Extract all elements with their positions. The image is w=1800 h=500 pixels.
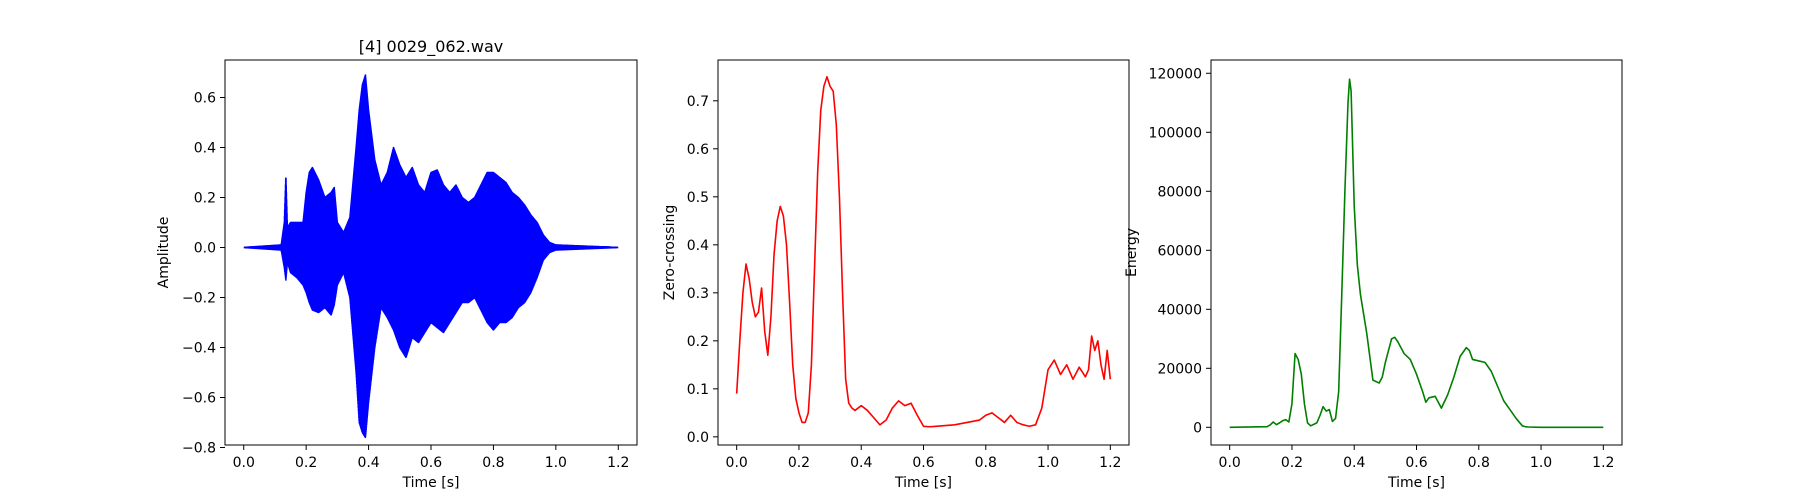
y-axis-label: Zero-crossing [662,205,678,300]
panel-zero-crossing: Time [s] Zero-crossing 0.0 0.2 0.4 0.6 0.8 1.… [662,59,1130,491]
x-tick-label: 0.4 [357,455,379,471]
y-tick-label: 0.4 [687,238,709,254]
y-tick-label: −0.8 [182,441,216,457]
x-tick-label: 0.6 [420,455,442,471]
y-tick-label: 0.1 [687,382,709,398]
x-tick-label: 1.0 [545,455,567,471]
x-tick-label: 0.8 [975,455,997,471]
y-tick-label: 60000 [1157,243,1202,259]
y-tick-label: 0.3 [687,286,709,302]
x-tick-label: 0.8 [482,455,504,471]
panel-energy: Time [s] Energy 0.0 0.2 0.4 0.6 0.8 1.0 1.2 0 20… [1124,59,1623,491]
x-tick-label: 1.2 [1592,455,1614,471]
x-axis-label: Time [s] [1387,475,1445,491]
series-line-0 [1229,78,1604,429]
y-tick-label: 0.0 [194,241,216,257]
y-tick-label: 120000 [1149,66,1202,82]
y-tick-label: 0.2 [687,334,709,350]
x-tick-label: 1.2 [607,455,629,471]
x-tick-label: 1.0 [1037,455,1059,471]
x-axis-label: Time [s] [894,475,952,491]
y-tick-label: −0.4 [182,341,216,357]
x-tick-label: 0.4 [850,455,872,471]
y-tick-label: 0.5 [687,190,709,206]
y-tick-label: 20000 [1157,361,1202,377]
x-tick-label: 0.2 [295,455,317,471]
x-tick-label: 1.2 [1099,455,1121,471]
y-tick-label: 100000 [1149,125,1202,141]
chart-title: [4] 0029_062.wav [359,37,503,57]
series-line-0 [735,76,1112,428]
x-tick-label: 0.2 [1281,455,1303,471]
y-tick-label: −0.6 [182,391,216,407]
y-tick-label: 80000 [1157,184,1202,200]
y-tick-label: 0.7 [687,94,709,110]
series-waveform [243,74,619,439]
x-axis-label: Time [s] [402,475,460,491]
x-tick-label: 0.8 [1468,455,1490,471]
y-tick-label: 0 [1193,420,1202,436]
x-tick-label: 0.2 [788,455,810,471]
x-tick-label: 0.0 [1219,455,1241,471]
y-axis-label: Energy [1124,228,1140,277]
panel-amplitude: [4] 0029_062.wav Time [s] Amplitude 0.0 0… [156,37,638,491]
y-tick-label: −0.2 [182,291,216,307]
y-tick-label: 0.6 [194,91,216,107]
x-tick-label: 0.0 [233,455,255,471]
y-tick-label: 40000 [1157,302,1202,318]
x-tick-label: 1.0 [1530,455,1552,471]
y-axis-label: Amplitude [156,217,172,289]
y-tick-label: 0.6 [687,142,709,158]
x-tick-label: 0.6 [1405,455,1427,471]
y-tick-label: 0.2 [194,191,216,207]
x-tick-label: 0.6 [912,455,934,471]
x-tick-label: 0.0 [726,455,748,471]
x-tick-label: 0.4 [1343,455,1365,471]
y-tick-label: 0.4 [194,141,216,157]
y-tick-label: 0.0 [687,430,709,446]
